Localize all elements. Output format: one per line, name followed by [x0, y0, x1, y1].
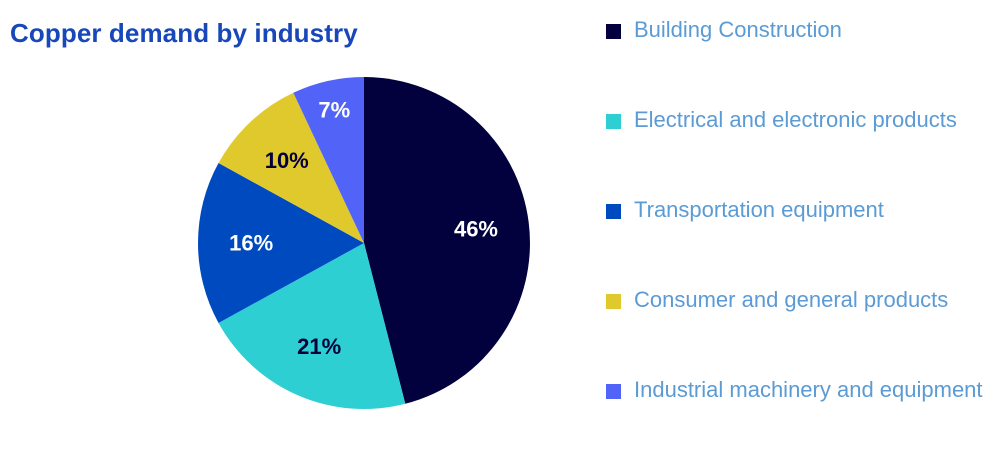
pie-slice-electrical-and-electronic-products — [218, 243, 406, 409]
legend-label: Electrical and electronic products — [634, 107, 957, 132]
legend-item-consumer-and-general-products: Consumer and general products — [606, 284, 998, 374]
pie-slice-building-construction — [364, 77, 530, 404]
legend-swatch — [606, 294, 621, 309]
pie-slice-consumer-and-general-products — [218, 92, 364, 243]
pie-slice-transportation-equipment — [197, 163, 364, 323]
slice-label-consumer-and-general-products: 10% — [265, 148, 309, 173]
slice-label-electrical-and-electronic-products: 21% — [297, 334, 341, 359]
legend-item-electrical-and-electronic-products: Electrical and electronic products — [606, 104, 998, 194]
slice-label-transportation-equipment: 16% — [229, 231, 273, 256]
pie-slices — [197, 77, 530, 409]
legend-item-industrial-machinery-and-equipment: Industrial machinery and equipment — [606, 374, 998, 450]
chart-title: Copper demand by industry — [10, 18, 358, 48]
legend-swatch — [606, 204, 621, 219]
legend: Building Construction Electrical and elec… — [606, 14, 998, 450]
pie-chart: 46% 21% 16% 10% 7% — [197, 77, 530, 409]
legend-label: Industrial machinery and equipment — [634, 377, 983, 402]
pie-slice-labels: 46% 21% 16% 10% 7% — [229, 98, 498, 359]
legend-swatch — [606, 114, 621, 129]
legend-label: Transportation equipment — [634, 197, 884, 222]
legend-item-building-construction: Building Construction — [606, 14, 998, 104]
slice-label-building-construction: 46% — [454, 216, 498, 241]
legend-label: Consumer and general products — [634, 287, 949, 312]
legend-label: Building Construction — [634, 17, 842, 42]
slice-label-industrial-machinery-and-equipment: 7% — [318, 98, 350, 123]
pie-slice-industrial-machinery-and-equipment — [293, 77, 364, 243]
legend-item-transportation-equipment: Transportation equipment — [606, 194, 998, 284]
legend-swatch — [606, 384, 621, 399]
legend-swatch — [606, 24, 621, 39]
